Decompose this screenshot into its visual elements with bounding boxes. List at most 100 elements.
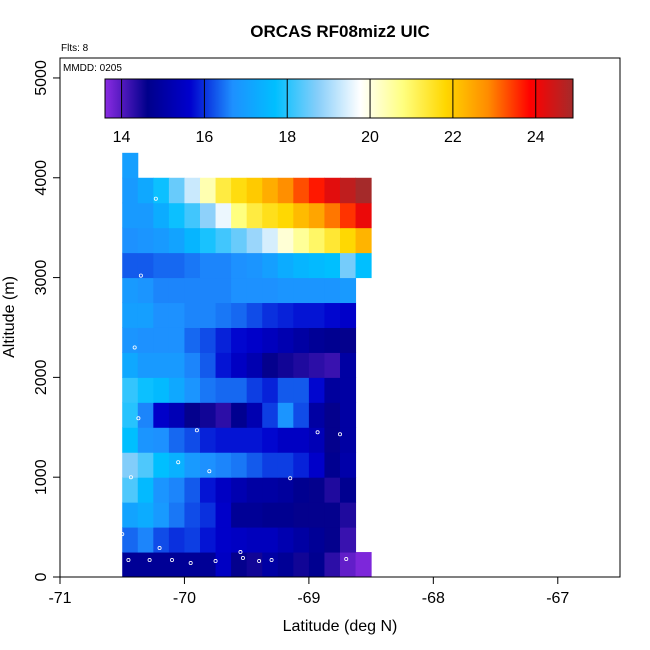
flight-point xyxy=(126,558,131,563)
flight-point xyxy=(408,557,413,562)
heatmap-cell xyxy=(184,377,201,403)
heatmap-cell xyxy=(184,452,201,478)
heatmap-cell xyxy=(215,452,232,478)
heatmap-cell xyxy=(215,377,232,403)
flights-note: Flts: 8 xyxy=(61,43,89,54)
flight-point xyxy=(562,301,567,306)
flight-point xyxy=(269,558,274,563)
heatmap-cell xyxy=(153,177,170,204)
flight-point xyxy=(207,469,212,474)
heatmap-cell xyxy=(308,377,325,403)
heatmap-cell xyxy=(262,302,279,328)
heatmap-cell xyxy=(122,352,139,378)
flight-point xyxy=(157,546,162,551)
heatmap-cell xyxy=(246,252,263,279)
heatmap-cell xyxy=(231,177,248,204)
heatmap-cell xyxy=(168,327,185,353)
heatmap-cell xyxy=(153,502,170,528)
heatmap-cell xyxy=(324,177,341,204)
heatmap-cell xyxy=(324,202,341,229)
colorbar-tick-label: 18 xyxy=(278,129,296,146)
heatmap-cell xyxy=(324,252,341,279)
heatmap-cell xyxy=(137,352,154,378)
flight-point xyxy=(337,432,342,437)
heatmap-cell xyxy=(308,427,325,453)
y-tick-label: 5000 xyxy=(33,60,50,96)
heatmap-cell xyxy=(293,452,310,478)
heatmap-cell xyxy=(200,452,217,478)
heatmap-cell xyxy=(324,402,341,428)
heatmap-cell xyxy=(168,527,185,553)
heatmap-cell xyxy=(293,402,310,428)
heatmap-cell xyxy=(200,527,217,553)
heatmap-cell xyxy=(340,427,357,453)
heatmap-cell xyxy=(355,252,372,279)
flight-point xyxy=(393,542,398,547)
flight-point xyxy=(213,559,218,564)
flight-points xyxy=(120,196,588,566)
heatmap-cell xyxy=(200,277,217,304)
x-axis: -71 -70 -69 -68 -67 xyxy=(48,577,569,607)
flight-point xyxy=(188,561,193,566)
heatmap-cell xyxy=(215,527,232,553)
heatmap-cell xyxy=(168,227,185,254)
colorbar-tick-label: 24 xyxy=(527,129,545,146)
heatmap-cell xyxy=(122,302,139,328)
heatmap-cell xyxy=(137,452,154,478)
flight-point xyxy=(153,196,158,201)
heatmap-cell xyxy=(200,352,217,378)
heatmap-cell xyxy=(153,552,170,578)
heatmap-cell xyxy=(231,302,248,328)
heatmap-cell xyxy=(215,477,232,503)
heatmap-cell xyxy=(246,227,263,254)
heatmap-cell xyxy=(153,527,170,553)
heatmap-cell xyxy=(246,427,263,453)
heatmap-cell xyxy=(324,552,341,578)
colorbar-ticks: 14 16 18 20 22 24 xyxy=(113,79,545,146)
heatmap-cell xyxy=(153,452,170,478)
heatmap-cell xyxy=(231,277,248,304)
heatmap-cell xyxy=(153,302,170,328)
colorbar-tick-label: 16 xyxy=(196,129,214,146)
heatmap-cell xyxy=(231,377,248,403)
heatmap-cell xyxy=(153,327,170,353)
heatmap-cell xyxy=(137,427,154,453)
heatmap-cell xyxy=(308,452,325,478)
y-tick-label: 0 xyxy=(33,572,50,581)
heatmap-cell xyxy=(355,227,372,254)
heatmap-cell xyxy=(215,252,232,279)
heatmap-cell xyxy=(293,227,310,254)
heatmap-cell xyxy=(340,177,357,204)
heatmap-cell xyxy=(293,352,310,378)
heatmap-cell xyxy=(262,552,279,578)
flight-point xyxy=(257,559,262,564)
heatmap-cell xyxy=(262,477,279,503)
heatmap-cell xyxy=(277,302,294,328)
heatmap-cell xyxy=(277,502,294,528)
heatmap-cell xyxy=(153,252,170,279)
heatmap-cell xyxy=(184,502,201,528)
heatmap-cell xyxy=(231,452,248,478)
heatmap-cell xyxy=(122,427,139,453)
heatmap-cell xyxy=(137,252,154,279)
flight-point xyxy=(169,558,174,563)
heatmap-cell xyxy=(293,277,310,304)
heatmap-cell xyxy=(340,227,357,254)
heatmap-cell xyxy=(231,227,248,254)
flight-point xyxy=(344,557,349,562)
heatmap-cell xyxy=(184,327,201,353)
colorbar-tick-label: 22 xyxy=(444,129,462,146)
heatmap-cell xyxy=(200,302,217,328)
flight-point xyxy=(356,510,361,515)
y-tick-label: 2000 xyxy=(33,359,50,395)
heatmap-cell xyxy=(293,377,310,403)
flight-point xyxy=(136,416,141,421)
heatmap-cell xyxy=(200,402,217,428)
heatmap-cell xyxy=(308,277,325,304)
heatmap-cell xyxy=(122,202,139,229)
heatmap-cell xyxy=(246,302,263,328)
heatmap-cell xyxy=(277,352,294,378)
heatmap-cell xyxy=(246,527,263,553)
heatmap-cell xyxy=(184,277,201,304)
heatmap-cell xyxy=(277,552,294,578)
